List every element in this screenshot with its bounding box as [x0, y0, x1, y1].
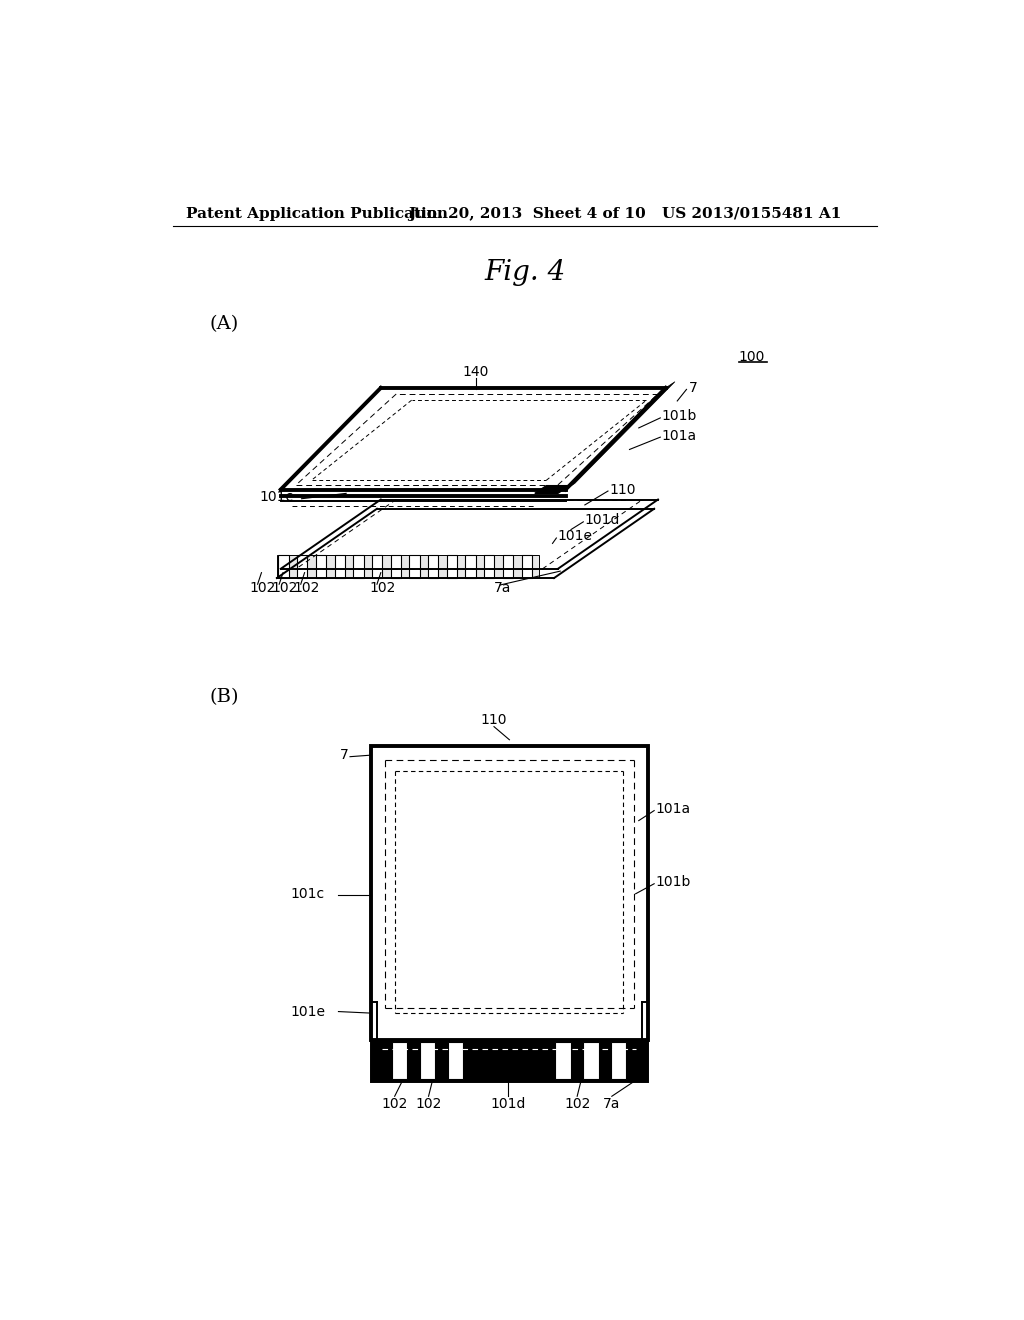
Text: (A): (A): [210, 315, 240, 333]
Text: 110: 110: [609, 483, 636, 496]
Text: US 2013/0155481 A1: US 2013/0155481 A1: [662, 207, 842, 220]
Text: Patent Application Publication: Patent Application Publication: [186, 207, 449, 220]
Polygon shape: [353, 554, 364, 578]
Text: 102: 102: [564, 1097, 591, 1111]
Text: Fig. 4: Fig. 4: [484, 259, 565, 286]
Polygon shape: [276, 554, 539, 578]
Text: 101d: 101d: [490, 1097, 525, 1111]
Bar: [420, 1043, 435, 1078]
Text: 102: 102: [382, 1097, 408, 1111]
Text: Jun. 20, 2013  Sheet 4 of 10: Jun. 20, 2013 Sheet 4 of 10: [408, 207, 645, 220]
Polygon shape: [279, 554, 289, 578]
Polygon shape: [446, 554, 457, 578]
Text: 101a: 101a: [655, 803, 691, 816]
Bar: [371, 746, 648, 1040]
Bar: [555, 1043, 570, 1078]
Text: 102: 102: [271, 581, 298, 595]
Text: 7a: 7a: [494, 581, 511, 595]
Text: 140: 140: [462, 366, 488, 379]
Text: 101b: 101b: [662, 409, 697, 424]
Text: 100: 100: [739, 350, 765, 364]
Text: 102: 102: [416, 1097, 441, 1111]
Polygon shape: [535, 486, 569, 494]
Polygon shape: [390, 554, 401, 578]
Text: 102: 102: [250, 581, 276, 595]
Polygon shape: [521, 554, 531, 578]
Text: 101e: 101e: [558, 529, 593, 543]
Bar: [371, 1040, 648, 1082]
Text: 101a: 101a: [662, 429, 697, 442]
Text: 101c: 101c: [291, 887, 325, 900]
Text: 7: 7: [689, 381, 697, 395]
Text: 101e: 101e: [291, 1005, 326, 1019]
Polygon shape: [503, 554, 513, 578]
Polygon shape: [465, 554, 476, 578]
Bar: [392, 1043, 408, 1078]
Text: 7a: 7a: [603, 1097, 621, 1111]
Text: 102: 102: [293, 581, 319, 595]
Polygon shape: [484, 554, 495, 578]
Text: 102: 102: [370, 581, 395, 595]
Text: 7: 7: [340, 748, 349, 762]
Polygon shape: [315, 554, 327, 578]
Bar: [449, 1043, 463, 1078]
Polygon shape: [335, 554, 345, 578]
Polygon shape: [372, 554, 382, 578]
Polygon shape: [410, 554, 420, 578]
Polygon shape: [565, 381, 675, 490]
Polygon shape: [428, 554, 438, 578]
Text: 101d: 101d: [585, 513, 621, 527]
Bar: [611, 1043, 627, 1078]
Text: (B): (B): [210, 689, 240, 706]
Text: 110: 110: [480, 714, 507, 727]
Polygon shape: [297, 554, 307, 578]
Text: 101b: 101b: [655, 875, 691, 890]
Text: 101c: 101c: [260, 490, 294, 504]
Bar: [584, 1043, 598, 1078]
